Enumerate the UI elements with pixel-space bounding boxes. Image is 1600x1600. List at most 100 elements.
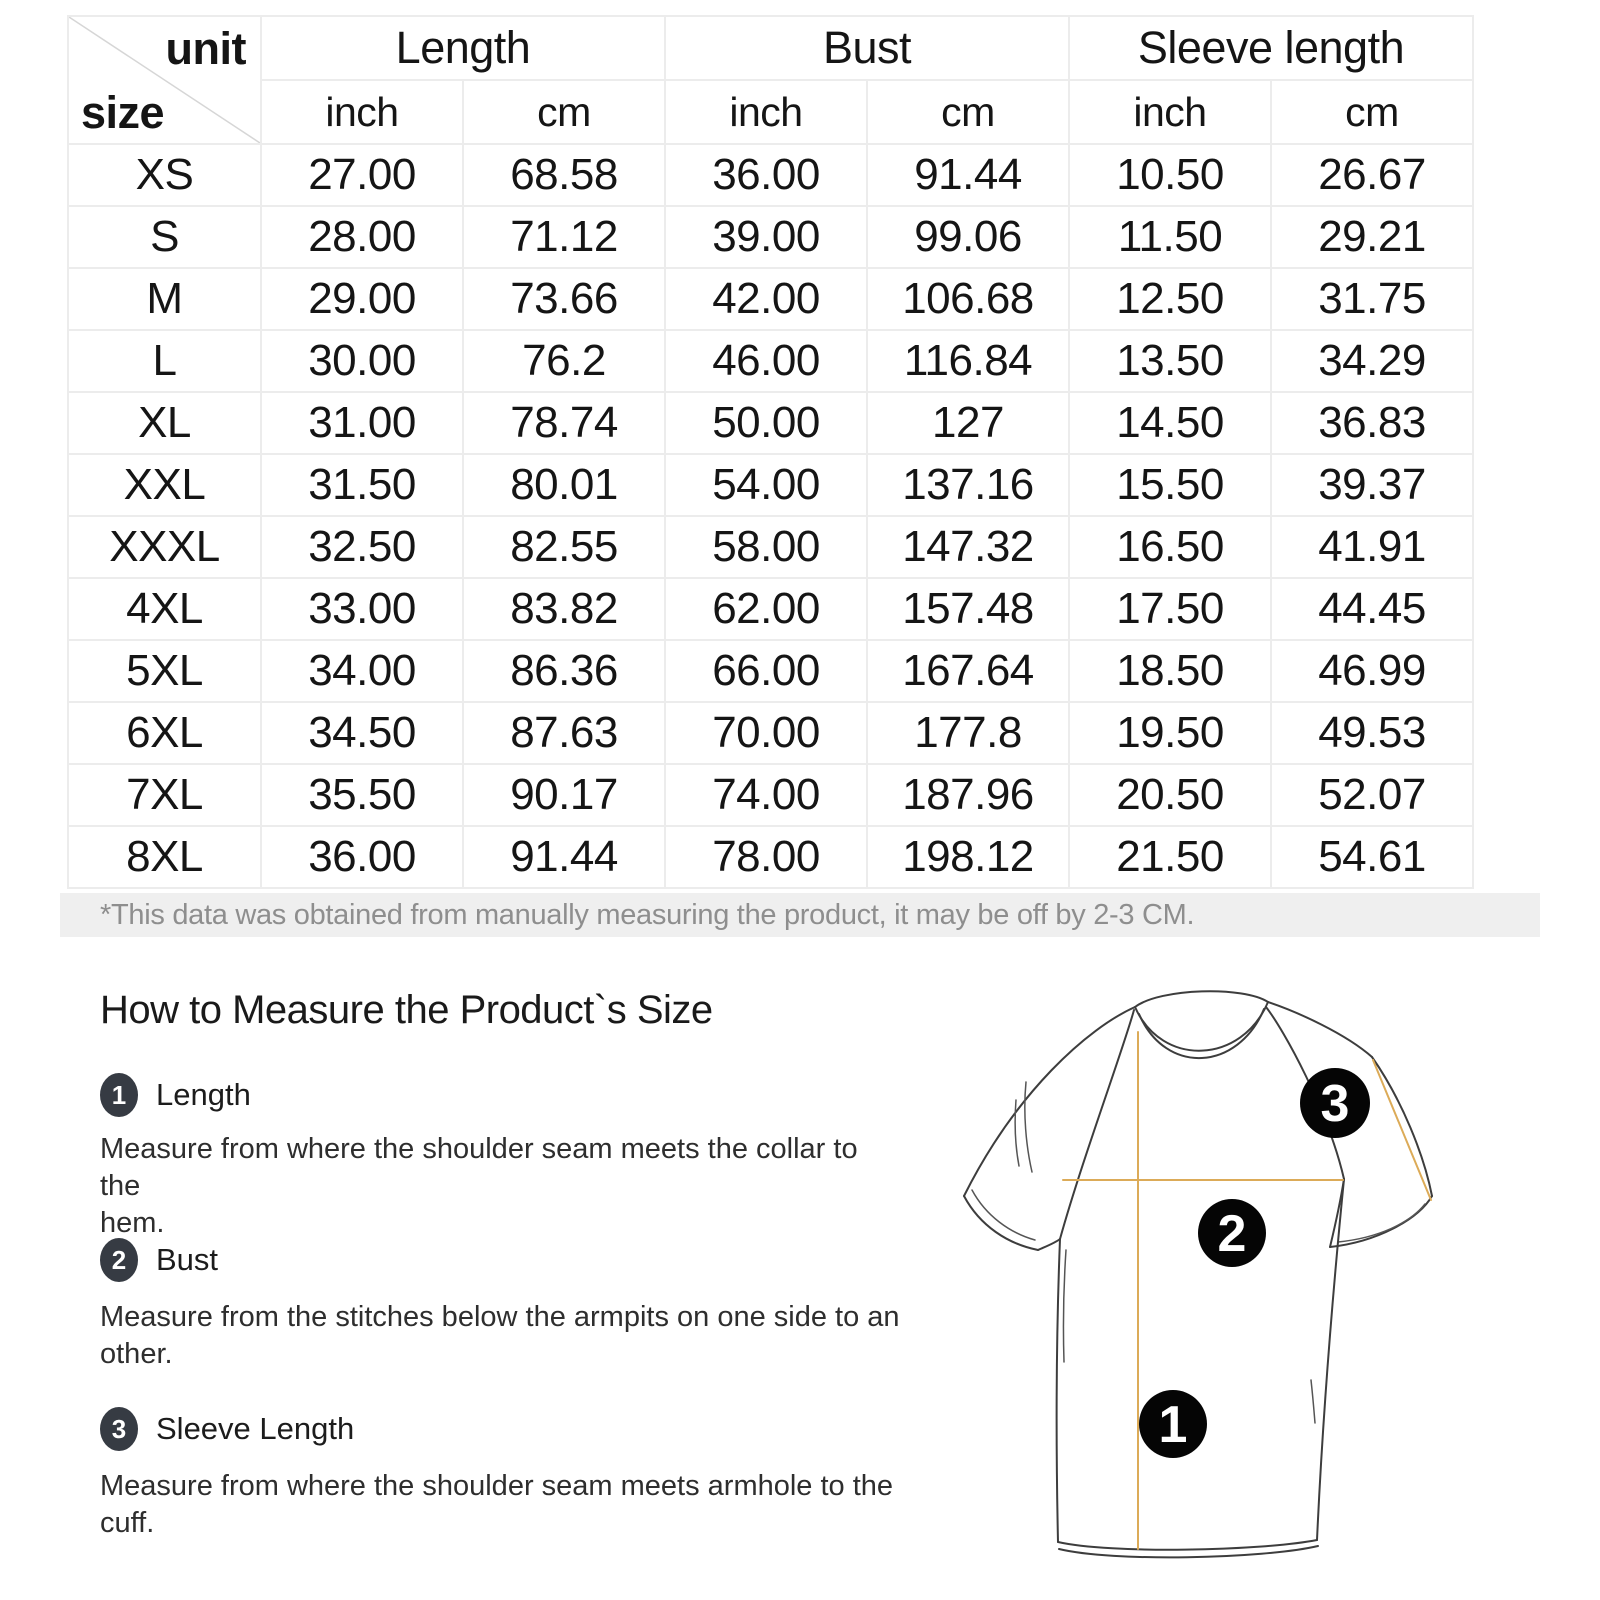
size-value-cell: 36.00 <box>664 143 868 207</box>
corner-cell: unit size <box>67 15 262 145</box>
size-value-cell: 33.00 <box>260 577 464 641</box>
size-value-cell: 73.66 <box>462 267 666 331</box>
size-value-cell: 66.00 <box>664 639 868 703</box>
unit-header: cm <box>866 79 1070 145</box>
hem-inner-line <box>1058 1545 1319 1559</box>
size-value-cell: 83.82 <box>462 577 666 641</box>
size-value-cell: 137.16 <box>866 453 1070 517</box>
size-row: M 29.00 73.66 42.00 106.68 12.50 31.75 <box>67 267 1474 331</box>
size-value-cell: 39.37 <box>1270 453 1474 517</box>
corner-unit-label: unit <box>165 23 247 74</box>
size-value-cell: 31.00 <box>260 391 464 455</box>
size-row: S 28.00 71.12 39.00 99.06 11.50 29.21 <box>67 205 1474 269</box>
size-chart-table: unit size Length Bust Sleeve length inch… <box>67 15 1474 889</box>
size-value-cell: 70.00 <box>664 701 868 765</box>
size-value-cell: 52.07 <box>1270 763 1474 827</box>
size-value-cell: 90.17 <box>462 763 666 827</box>
size-value-cell: 147.32 <box>866 515 1070 579</box>
size-label: XXXL <box>67 515 262 579</box>
size-table-body: XS 27.00 68.58 36.00 91.44 10.50 26.67 S 28.00 71… <box>67 143 1474 889</box>
left-sleeve-cuff <box>963 1195 1039 1251</box>
measure-item-sleeve: 3 Sleeve Length <box>100 1407 354 1451</box>
body-left-edge <box>1055 1238 1061 1543</box>
size-value-cell: 127 <box>866 391 1070 455</box>
marker-1: 1 <box>1159 1396 1188 1454</box>
size-value-cell: 157.48 <box>866 577 1070 641</box>
size-row: 7XL 35.50 90.17 74.00 187.96 20.50 52.07 <box>67 763 1474 827</box>
size-row: L 30.00 76.2 46.00 116.84 13.50 34.29 <box>67 329 1474 393</box>
size-row: XXXL 32.50 82.55 58.00 147.32 16.50 41.91 <box>67 515 1474 579</box>
size-value-cell: 41.91 <box>1270 515 1474 579</box>
size-value-cell: 34.00 <box>260 639 464 703</box>
size-value-cell: 76.2 <box>462 329 666 393</box>
size-value-cell: 20.50 <box>1068 763 1272 827</box>
size-value-cell: 34.29 <box>1270 329 1474 393</box>
size-value-cell: 78.74 <box>462 391 666 455</box>
how-to-measure-title: How to Measure the Product`s Size <box>100 988 713 1032</box>
size-label: 5XL <box>67 639 262 703</box>
size-value-cell: 116.84 <box>866 329 1070 393</box>
size-label: S <box>67 205 262 269</box>
description-line: hem. <box>100 1207 165 1239</box>
table-unit-header-row: inch cm inch cm inch cm <box>68 79 1474 145</box>
size-value-cell: 29.21 <box>1270 205 1474 269</box>
size-value-cell: 32.50 <box>260 515 464 579</box>
size-label: M <box>67 267 262 331</box>
size-value-cell: 198.12 <box>866 825 1070 889</box>
left-underarm <box>1037 1238 1061 1251</box>
size-value-cell: 71.12 <box>462 205 666 269</box>
tshirt-illustration: 3 2 1 <box>963 990 1433 1559</box>
size-row: 5XL 34.00 86.36 66.00 167.64 18.50 46.99 <box>67 639 1474 703</box>
size-value-cell: 44.45 <box>1270 577 1474 641</box>
size-value-cell: 13.50 <box>1068 329 1272 393</box>
size-row: XS 27.00 68.58 36.00 91.44 10.50 26.67 <box>67 143 1474 207</box>
marker-2: 2 <box>1218 1205 1247 1263</box>
size-value-cell: 29.00 <box>260 267 464 331</box>
size-value-cell: 80.01 <box>462 453 666 517</box>
size-value-cell: 15.50 <box>1068 453 1272 517</box>
size-value-cell: 31.50 <box>260 453 464 517</box>
corner-size-label: size <box>81 87 165 138</box>
size-value-cell: 27.00 <box>260 143 464 207</box>
size-value-cell: 68.58 <box>462 143 666 207</box>
size-row: 4XL 33.00 83.82 62.00 157.48 17.50 44.45 <box>67 577 1474 641</box>
size-value-cell: 54.00 <box>664 453 868 517</box>
size-value-cell: 12.50 <box>1068 267 1272 331</box>
step-1-label: Length <box>156 1077 251 1112</box>
marker-3-circle <box>1300 1068 1370 1138</box>
size-value-cell: 21.50 <box>1068 825 1272 889</box>
right-sleeve-outer-edge <box>1371 1056 1433 1197</box>
step-2-label: Bust <box>156 1242 219 1277</box>
step-2-badge: 2 <box>100 1238 138 1282</box>
size-value-cell: 31.75 <box>1270 267 1474 331</box>
size-value-cell: 26.67 <box>1270 143 1474 207</box>
unit-header: inch <box>664 79 868 145</box>
size-label: XS <box>67 143 262 207</box>
tshirt-measure-diagram: 3 2 1 <box>930 950 1490 1600</box>
size-label: 4XL <box>67 577 262 641</box>
size-row: 8XL 36.00 91.44 78.00 198.12 21.50 54.61 <box>67 825 1474 889</box>
footnote-text: *This data was obtained from manually me… <box>100 898 1195 931</box>
unit-header: cm <box>462 79 666 145</box>
size-value-cell: 86.36 <box>462 639 666 703</box>
column-header-length: Length <box>260 15 666 81</box>
sleeve-fold-line <box>1024 1081 1033 1173</box>
diagonal-divider <box>69 17 260 143</box>
size-value-cell: 106.68 <box>866 267 1070 331</box>
footnote-band: *This data was obtained from manually me… <box>60 893 1540 937</box>
size-value-cell: 187.96 <box>866 763 1070 827</box>
size-row: XL 31.00 78.74 50.00 127 14.50 36.83 <box>67 391 1474 455</box>
size-value-cell: 78.00 <box>664 825 868 889</box>
measure-item-bust: 2 Bust <box>100 1238 218 1282</box>
size-value-cell: 91.44 <box>866 143 1070 207</box>
sleeve-measure-line <box>1372 1059 1432 1201</box>
column-header-bust: Bust <box>664 15 1070 81</box>
left-cuff-inner-line <box>971 1189 1036 1241</box>
size-value-cell: 46.00 <box>664 329 868 393</box>
size-value-cell: 42.00 <box>664 267 868 331</box>
step-3-badge: 3 <box>100 1407 138 1451</box>
size-value-cell: 58.00 <box>664 515 868 579</box>
size-value-cell: 10.50 <box>1068 143 1272 207</box>
size-value-cell: 82.55 <box>462 515 666 579</box>
unit-header: cm <box>1270 79 1474 145</box>
